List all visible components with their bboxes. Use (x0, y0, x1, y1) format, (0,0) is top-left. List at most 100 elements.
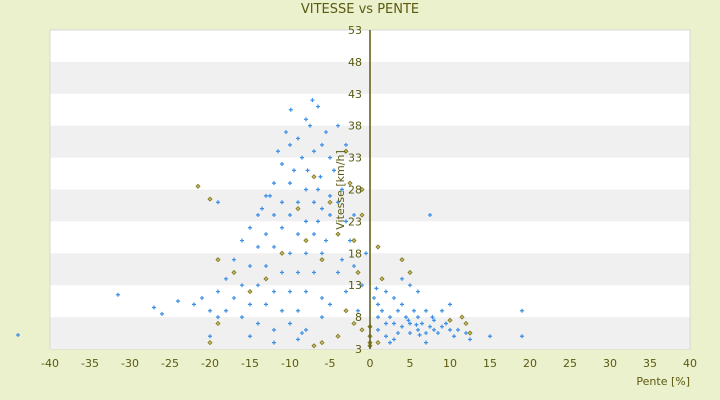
data-point-main (408, 331, 412, 336)
data-point-secondary (279, 250, 285, 256)
data-point-main (424, 331, 428, 336)
y-tick-label: 38 (348, 120, 362, 133)
data-point-main (316, 219, 320, 224)
data-point-main (152, 305, 156, 310)
data-point-main (248, 264, 252, 269)
data-point-secondary (247, 289, 253, 295)
x-tick-label: -35 (81, 357, 99, 370)
data-point-main (192, 302, 196, 307)
data-point-main (376, 327, 380, 332)
data-point-main (288, 107, 293, 112)
x-axis-label: Pente [%] (636, 375, 690, 388)
data-point-main (412, 308, 416, 313)
x-tick-label: 5 (407, 357, 414, 370)
data-point-main (160, 311, 164, 316)
data-point-main (256, 283, 260, 288)
data-point-main (288, 321, 292, 326)
x-tick-label: -40 (41, 357, 59, 370)
data-point-main (384, 334, 388, 339)
data-point-secondary (195, 183, 201, 189)
data-point-secondary (343, 308, 349, 314)
data-point-main (272, 289, 276, 294)
data-point-main (376, 315, 380, 320)
data-point-main (288, 251, 292, 256)
data-point-secondary (467, 330, 473, 336)
data-point-secondary (351, 320, 357, 327)
data-point-main (320, 206, 324, 211)
data-point-main (336, 123, 340, 128)
data-point-main (318, 174, 323, 179)
data-point-main (288, 213, 292, 218)
data-point-main (328, 213, 332, 218)
data-point-secondary (319, 340, 325, 346)
x-tick-label: 15 (483, 357, 497, 370)
data-point-main (296, 337, 300, 342)
data-point-secondary (215, 320, 221, 327)
data-point-main (424, 308, 428, 313)
x-tick-label: 20 (523, 357, 537, 370)
x-tick-label: -25 (161, 357, 179, 370)
data-point-main (272, 213, 276, 218)
data-point-main (216, 200, 220, 205)
data-point-main (304, 327, 308, 332)
data-point-main (224, 276, 228, 281)
data-point-secondary (459, 314, 465, 320)
data-point-main (280, 225, 284, 230)
data-point-main (316, 104, 320, 109)
data-point-main (488, 334, 492, 339)
data-point-main (404, 315, 408, 320)
data-point-main (464, 331, 468, 336)
data-point-main (232, 295, 236, 300)
data-point-main (276, 149, 280, 154)
data-point-main (336, 200, 340, 205)
data-point-main (468, 337, 472, 342)
data-point-main (296, 308, 300, 313)
data-point-main (336, 270, 340, 275)
data-point-main (176, 299, 180, 304)
data-point-main (312, 270, 316, 275)
y-tick-label: 23 (348, 215, 362, 228)
data-point-main (320, 142, 324, 147)
data-point-secondary (215, 257, 221, 263)
data-point-main (448, 327, 452, 332)
y-tick-label: 53 (348, 24, 362, 37)
data-point-main (356, 308, 360, 313)
data-point-main (308, 123, 312, 128)
data-point-main (260, 206, 264, 211)
data-point-main (400, 276, 404, 281)
data-point-secondary (319, 257, 325, 263)
data-point-main (452, 334, 456, 339)
data-point-secondary (375, 340, 381, 346)
data-point-main (256, 321, 260, 326)
data-point-main (312, 149, 316, 154)
data-point-main (320, 251, 324, 256)
data-point-main (280, 161, 284, 166)
x-tick-label: 35 (643, 357, 657, 370)
data-point-main (374, 286, 379, 291)
x-tick-label: 10 (443, 357, 457, 370)
y-tick-label: 3 (355, 343, 362, 356)
data-point-main (328, 193, 332, 198)
data-point-main (264, 264, 268, 269)
data-point-main (396, 308, 400, 313)
data-point-main (248, 225, 252, 230)
data-point-secondary (355, 269, 361, 276)
data-point-main (288, 181, 292, 186)
data-point-main (280, 308, 284, 313)
data-point-main (208, 334, 212, 339)
data-point-main (224, 308, 228, 313)
data-point-main (420, 321, 424, 326)
data-point-secondary (343, 148, 349, 154)
x-tick-label: 40 (683, 357, 697, 370)
data-point-main (288, 142, 292, 147)
data-point-secondary (303, 237, 309, 244)
x-tick-label: -20 (201, 357, 219, 370)
data-point-main (248, 302, 252, 307)
data-point-main (272, 181, 276, 186)
data-point-secondary (359, 212, 365, 218)
data-point-main (200, 295, 204, 300)
data-point-main (392, 295, 396, 300)
data-point-main (240, 315, 244, 320)
data-point-main (428, 213, 432, 218)
